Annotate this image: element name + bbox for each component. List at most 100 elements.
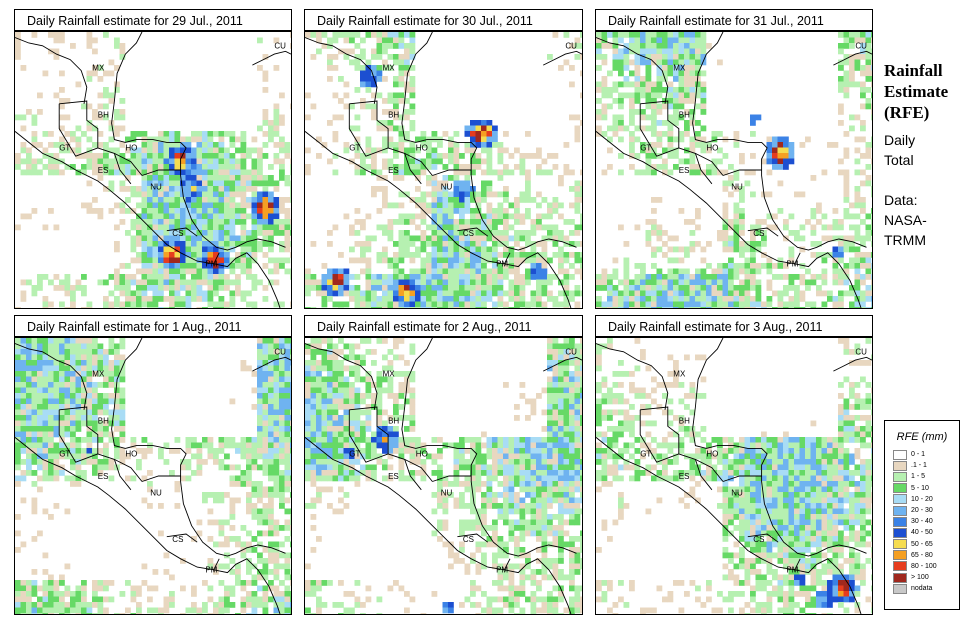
country-label-gt: GT	[640, 450, 651, 459]
side-title-line2: Estimate	[884, 82, 949, 101]
map-svg: MX BH GT HO ES NU CS PM CU	[15, 338, 291, 614]
country-border	[639, 406, 680, 463]
country-label-mx: MX	[673, 370, 686, 379]
legend-swatch	[893, 572, 907, 583]
country-border	[97, 147, 143, 176]
side-source-line1: NASA-	[884, 212, 927, 228]
legend-label: 80 - 100	[911, 562, 937, 570]
legend-swatch	[893, 505, 907, 516]
country-label-pm: PM	[205, 566, 217, 575]
map-svg: MX BH GT HO ES NU CS PM CU	[596, 32, 872, 308]
country-border	[166, 227, 198, 237]
country-border	[747, 227, 779, 237]
mexico-coastline	[305, 343, 378, 410]
country-label-ho: HO	[125, 144, 137, 153]
country-border	[722, 169, 762, 176]
pacific-coastline	[15, 131, 281, 308]
country-label-bh: BH	[98, 111, 109, 120]
pacific-coastline	[596, 131, 862, 308]
country-label-cu: CU	[274, 348, 286, 357]
country-border	[639, 100, 680, 157]
country-label-nu: NU	[150, 488, 162, 497]
country-border	[457, 227, 489, 237]
country-border	[694, 459, 713, 491]
country-label-ho: HO	[706, 450, 718, 459]
country-label-pm: PM	[496, 260, 508, 269]
side-data-label: Data:	[884, 192, 918, 208]
pacific-coastline	[305, 437, 572, 614]
country-border	[113, 459, 132, 491]
country-label-es: ES	[98, 166, 109, 175]
legend-label: 50 - 65	[911, 540, 933, 548]
country-border	[432, 475, 472, 482]
panel-title-1: Daily Rainfall estimate for 29 Jul., 201…	[14, 9, 292, 31]
map-svg: MX BH GT HO ES NU CS PM CU	[596, 338, 872, 614]
legend-item: 10 - 20	[885, 494, 959, 505]
legend-swatch	[893, 449, 907, 460]
legend-swatch	[893, 494, 907, 505]
side-title-line3: (RFE)	[884, 103, 930, 122]
legend-label: > 100	[911, 574, 929, 582]
country-label-ho: HO	[416, 450, 428, 459]
legend-label: 0 - 1	[911, 451, 926, 459]
legend-swatch	[893, 539, 907, 550]
country-border	[58, 100, 99, 157]
legend-item: .1 - 1	[885, 460, 959, 471]
country-border	[113, 153, 132, 185]
caribbean-coastline	[692, 32, 867, 251]
country-label-gt: GT	[349, 450, 360, 459]
country-label-gt: GT	[349, 144, 360, 153]
country-label-es: ES	[679, 166, 690, 175]
country-border	[141, 475, 181, 482]
country-border	[794, 252, 801, 265]
pacific-coastline	[15, 437, 281, 614]
country-border	[404, 153, 422, 185]
caribbean-coastline	[111, 338, 286, 557]
rainfall-grid	[596, 32, 872, 308]
country-label-nu: NU	[731, 182, 743, 191]
legend-label: 30 - 40	[911, 518, 933, 526]
country-label-cu: CU	[565, 348, 577, 357]
legend-item: 50 - 65	[885, 539, 959, 550]
cuba-coastline	[543, 50, 582, 66]
legend-item: 1 - 5	[885, 471, 959, 482]
panel-title-6: Daily Rainfall estimate for 3 Aug., 2011	[595, 315, 873, 337]
country-label-pm: PM	[786, 260, 798, 269]
country-label-bh: BH	[388, 111, 399, 120]
panel-title-5: Daily Rainfall estimate for 2 Aug., 2011	[304, 315, 583, 337]
country-label-gt: GT	[640, 144, 651, 153]
country-label-cs: CS	[172, 229, 183, 238]
side-source: Data: NASA- TRMM	[884, 190, 927, 250]
rainfall-map-3: MX BH GT HO ES NU CS PM CU	[595, 31, 873, 309]
country-label-es: ES	[98, 472, 109, 481]
country-label-gt: GT	[59, 450, 70, 459]
country-border	[503, 558, 511, 571]
country-label-pm: PM	[786, 566, 798, 575]
country-label-cs: CS	[753, 229, 764, 238]
legend-swatch	[893, 550, 907, 561]
country-label-bh: BH	[388, 417, 399, 426]
legend-swatch	[893, 583, 907, 594]
caribbean-coastline	[401, 32, 577, 251]
country-label-nu: NU	[441, 182, 453, 191]
country-border	[348, 406, 389, 463]
country-label-ho: HO	[125, 450, 137, 459]
country-label-ho: HO	[416, 144, 428, 153]
country-label-cs: CS	[753, 535, 764, 544]
mexico-coastline	[15, 343, 88, 410]
legend-label: 20 - 30	[911, 507, 933, 515]
country-border	[694, 153, 713, 185]
country-border	[678, 147, 724, 176]
country-border	[141, 169, 181, 176]
map-svg: MX BH GT HO ES NU CS PM CU	[305, 32, 582, 308]
rainfall-map-5: MX BH GT HO ES NU CS PM CU	[304, 337, 583, 615]
map-svg: MX BH GT HO ES NU CS PM CU	[305, 338, 582, 614]
legend-label: 65 - 80	[911, 551, 933, 559]
legend-swatch	[893, 561, 907, 572]
country-label-cu: CU	[565, 42, 577, 51]
rainfall-grid	[305, 338, 582, 614]
legend-label: 40 - 50	[911, 529, 933, 537]
legend-label: .1 - 1	[911, 462, 927, 470]
legend-label: 10 - 20	[911, 495, 933, 503]
side-total: Total	[884, 152, 914, 168]
